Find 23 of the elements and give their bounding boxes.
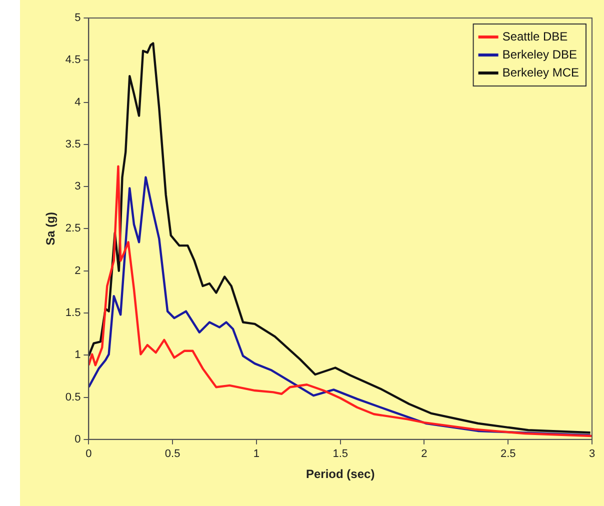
x-tick-label: 0: [86, 448, 92, 460]
y-tick-label: 0: [74, 433, 81, 446]
x-tick-label: 1.5: [332, 448, 348, 460]
y-tick-label: 5: [74, 12, 81, 24]
x-tick-label: 3: [588, 448, 596, 460]
y-tick-label: 4.5: [65, 54, 81, 66]
y-tick-label: 2: [74, 264, 81, 277]
x-tick-label: 0.5: [164, 448, 180, 460]
y-tick-label: 1.5: [65, 307, 81, 320]
legend-label: Seattle DBE: [502, 29, 568, 44]
y-tick-label: 2.5: [65, 222, 81, 235]
x-tick-label: 2: [421, 448, 428, 460]
x-axis-title: Period (sec): [306, 467, 375, 482]
y-tick-label: 0.5: [65, 391, 81, 404]
y-tick-label: 3.5: [65, 138, 81, 150]
legend-label: Berkeley MCE: [502, 65, 579, 80]
y-axis-title: Sa (g): [44, 212, 58, 246]
x-tick-label: 2.5: [500, 448, 516, 460]
y-tick-label: 4: [74, 96, 81, 108]
x-tick-label: 1: [253, 448, 260, 460]
y-tick-label: 1: [74, 349, 81, 362]
y-tick-label: 3: [74, 180, 81, 193]
legend-label: Berkeley DBE: [502, 47, 578, 62]
